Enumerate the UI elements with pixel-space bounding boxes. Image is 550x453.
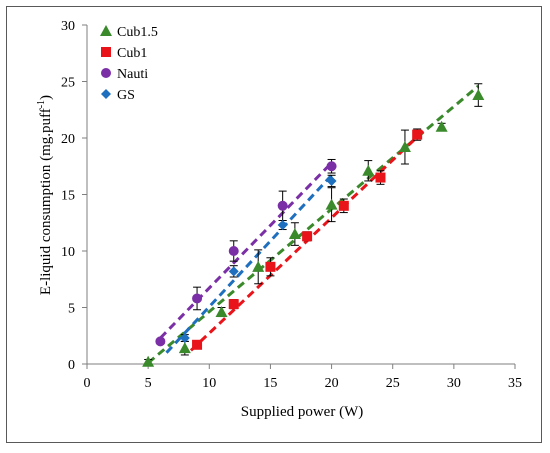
y-tick-label: 30 <box>61 19 75 34</box>
data-point-gs <box>326 175 337 186</box>
y-tick-label: 10 <box>61 245 75 260</box>
data-point-cub1-5 <box>142 355 155 367</box>
data-point-gs <box>277 220 288 231</box>
x-tick-label: 5 <box>145 376 152 391</box>
data-point-cub1 <box>302 231 313 242</box>
y-axis-label: E-liquid consumption (mg.puff-1) <box>36 95 54 295</box>
x-tick-label: 30 <box>447 376 461 391</box>
x-tick-label: 25 <box>386 376 400 391</box>
legend-marker-cub1 <box>101 47 111 57</box>
data-point-cub1-5 <box>288 228 301 240</box>
y-tick-label: 15 <box>61 189 75 204</box>
data-point-cub1-5 <box>178 342 191 354</box>
y-tick-label: 25 <box>61 76 75 91</box>
data-point-nauti <box>277 200 288 211</box>
y-tick-label: 0 <box>68 358 75 373</box>
y-tick-label: 20 <box>61 132 75 147</box>
data-point-cub1-5 <box>325 198 338 210</box>
data-point-nauti <box>228 246 239 256</box>
legend-marker-nauti <box>101 68 111 78</box>
legend-marker-gs <box>101 89 111 99</box>
trendline-cub1-5 <box>147 84 480 365</box>
data-point-gs <box>179 333 190 344</box>
x-tick-label: 0 <box>84 376 91 391</box>
data-point-gs <box>228 266 239 277</box>
x-tick-label: 15 <box>263 376 277 391</box>
x-tick-label: 20 <box>325 376 339 391</box>
data-point-cub1-5 <box>398 141 411 153</box>
x-tick-label: 35 <box>508 376 522 391</box>
data-point-cub1 <box>412 129 423 140</box>
x-axis-label: Supplied power (W) <box>241 404 363 420</box>
legend-label-cub1: Cub1 <box>117 46 147 61</box>
data-point-nauti <box>192 293 203 304</box>
chart-frame <box>6 6 542 443</box>
data-point-cub1 <box>338 200 349 211</box>
data-point-nauti <box>326 161 337 172</box>
data-point-cub1-5 <box>472 89 485 101</box>
trendline-nauti <box>159 161 333 340</box>
legend-label-cub1-5: Cub1.5 <box>117 25 158 40</box>
y-tick-label: 5 <box>68 302 75 317</box>
data-point-cub1-5 <box>435 120 448 132</box>
legend-label-gs: GS <box>117 88 135 103</box>
legend-label-nauti: Nauti <box>117 67 148 82</box>
data-point-nauti <box>155 336 166 347</box>
data-point-cub1 <box>375 172 386 183</box>
data-point-cub1-5 <box>215 306 228 318</box>
data-point-cub1-5 <box>362 164 375 176</box>
data-point-cub1 <box>228 299 239 310</box>
x-tick-label: 10 <box>202 376 216 391</box>
trendline-gs <box>165 174 333 354</box>
data-point-cub1 <box>265 261 276 272</box>
data-point-cub1 <box>192 339 203 350</box>
legend-marker-cub1-5 <box>100 25 112 36</box>
data-point-cub1-5 <box>252 260 265 272</box>
